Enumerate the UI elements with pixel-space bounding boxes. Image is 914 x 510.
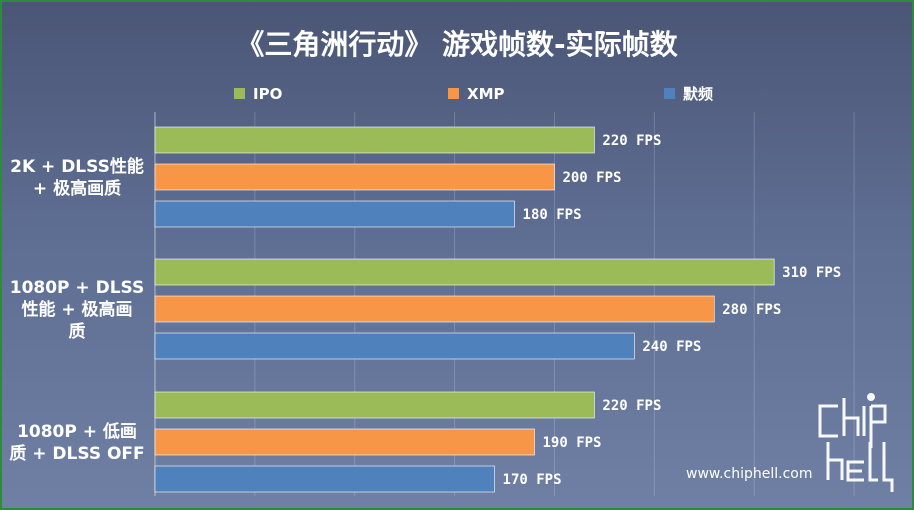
category-label: 2K + DLSS性能+ 极高画质 [10,156,144,199]
legend-swatch-默频 [664,88,675,99]
chiphell-watermark: www.chiphell.com [686,393,894,492]
value-label: 180 FPS [523,207,582,223]
bar-默频-3 [154,465,495,493]
bar-XMP-1 [154,163,555,191]
chiphell-logo [818,393,894,492]
value-labels: 220 FPS 200 FPS 180 FPS 310 FPS 280 FPS 240 F… [503,133,842,488]
bar-IPO-2 [154,258,775,286]
legend-label: 默频 [683,85,713,103]
bar-XMP-3 [154,428,535,456]
bar-默频-1 [154,200,515,228]
value-label: 240 FPS [642,339,701,355]
category-labels: 2K + DLSS性能+ 极高画质 1080P + DLSS 性能 + 极高画质 10… [9,156,144,464]
bars [154,126,775,493]
legend-label: IPO [253,85,282,103]
legend-swatch-XMP [448,88,459,99]
value-label: 190 FPS [542,435,601,451]
value-label: 170 FPS [503,472,562,488]
value-label: 220 FPS [602,133,661,149]
bar-XMP-2 [154,295,715,323]
category-label: 1080P + DLSS 性能 + 极高画质 [10,278,145,342]
chart-title: 《三角洲行动》 游戏帧数-实际帧数 [236,28,678,61]
legend-label: XMP [467,85,505,103]
bar-默频-2 [154,332,635,360]
category-label: 1080P + 低画质 + DLSS OFF [9,421,144,464]
legend: IPO XMP 默频 [234,85,713,103]
value-label: 220 FPS [602,398,661,414]
legend-swatch-IPO [234,88,245,99]
bar-IPO-3 [154,391,595,419]
bar-IPO-1 [154,126,595,154]
value-label: 310 FPS [782,265,841,281]
value-label: 280 FPS [722,302,781,318]
watermark-url: www.chiphell.com [686,466,812,482]
value-label: 200 FPS [562,170,621,186]
